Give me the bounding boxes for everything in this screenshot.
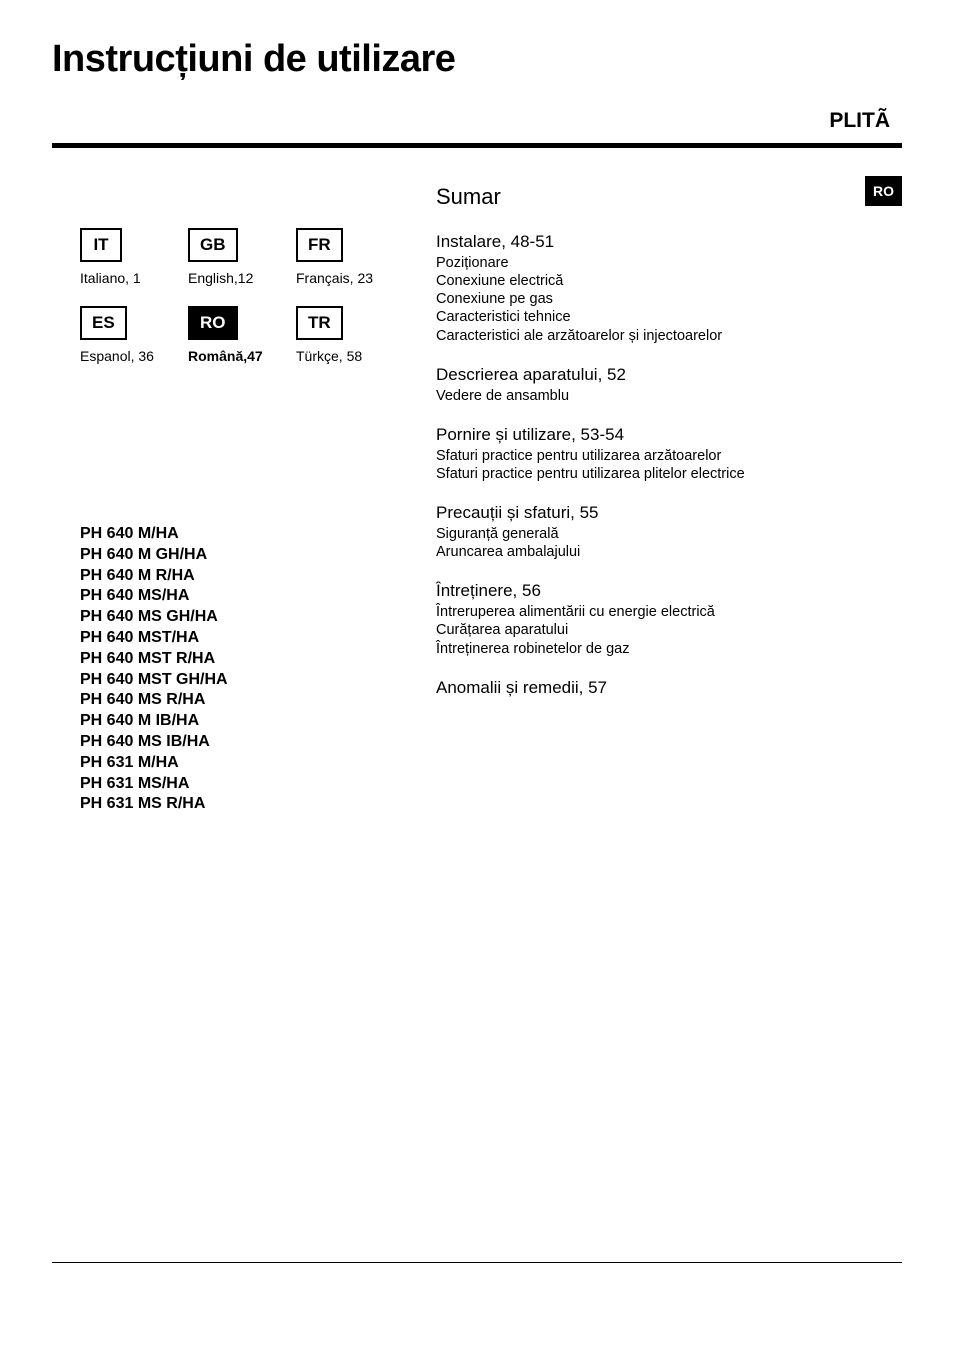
lang-code: IT xyxy=(80,228,122,262)
lang-label: Français, 23 xyxy=(296,270,373,286)
toc-heading: Pornire și utilizare, 53-54 xyxy=(436,425,902,445)
lang-label: Türkçe, 58 xyxy=(296,348,362,364)
model-item: PH 640 MS R/HA xyxy=(80,690,412,711)
toc-subitem: Aruncarea ambalajului xyxy=(436,543,902,561)
toc-subitem: Sfaturi practice pentru utilizarea arzăt… xyxy=(436,447,902,465)
sections-container: Instalare, 48-51 PoziționareConexiune ele… xyxy=(436,232,902,698)
header-divider xyxy=(52,143,902,148)
model-item: PH 631 M/HA xyxy=(80,753,412,774)
toc-section: Întreținere, 56 Întreruperea alimentării … xyxy=(436,581,902,657)
toc-heading: Anomalii și remedii, 57 xyxy=(436,678,902,698)
toc-subitem: Întreruperea alimentării cu energie elec… xyxy=(436,603,902,621)
toc-subitem: Întreținerea robinetelor de gaz xyxy=(436,640,902,658)
toc-subitem: Siguranță generală xyxy=(436,525,902,543)
model-list: PH 640 M/HAPH 640 M GH/HAPH 640 M R/HAPH… xyxy=(80,524,412,815)
toc-subitem: Caracteristici ale arzătoarelor și injec… xyxy=(436,327,902,345)
model-item: PH 640 MS GH/HA xyxy=(80,607,412,628)
toc-heading: Precauții și sfaturi, 55 xyxy=(436,503,902,523)
lang-code: FR xyxy=(296,228,343,262)
toc-heading: Întreținere, 56 xyxy=(436,581,902,601)
lang-code: GB xyxy=(188,228,238,262)
toc-section: Anomalii și remedii, 57 xyxy=(436,678,902,698)
toc-heading: Descrierea aparatului, 52 xyxy=(436,365,902,385)
toc-subitem: Sfaturi practice pentru utilizarea plite… xyxy=(436,465,902,483)
model-item: PH 640 M IB/HA xyxy=(80,711,412,732)
toc-subitem: Caracteristici tehnice xyxy=(436,308,902,326)
toc-subitem: Conexiune electrică xyxy=(436,272,902,290)
lang-code: ES xyxy=(80,306,127,340)
toc-section: Instalare, 48-51 PoziționareConexiune ele… xyxy=(436,232,902,345)
page-title: Instrucțiuni de utilizare xyxy=(52,38,902,81)
product-type: PLITÃ xyxy=(52,109,902,133)
model-item: PH 631 MS/HA xyxy=(80,774,412,795)
lang-item-tr[interactable]: TR Türkçe, 58 xyxy=(296,306,404,364)
model-item: PH 640 M GH/HA xyxy=(80,545,412,566)
toc-subitem: Curățarea aparatului xyxy=(436,621,902,639)
lang-item-es[interactable]: ES Espanol, 36 xyxy=(80,306,188,364)
right-column: Sumar Instalare, 48-51PoziționareConexiu… xyxy=(436,184,902,815)
lang-item-fr[interactable]: FR Français, 23 xyxy=(296,228,404,286)
model-item: PH 631 MS R/HA xyxy=(80,794,412,815)
model-item: PH 640 MST/HA xyxy=(80,628,412,649)
lang-item-gb[interactable]: GB English,12 xyxy=(188,228,296,286)
model-item: PH 640 MST R/HA xyxy=(80,649,412,670)
model-item: PH 640 MS IB/HA xyxy=(80,732,412,753)
lang-code: TR xyxy=(296,306,343,340)
toc-subitem: Vedere de ansamblu xyxy=(436,387,902,405)
toc-section: Descrierea aparatului, 52 Vedere de ansam… xyxy=(436,365,902,405)
lang-label: Espanol, 36 xyxy=(80,348,154,364)
toc-section: Pornire și utilizare, 53-54 Sfaturi pract… xyxy=(436,425,902,483)
model-item: PH 640 M/HA xyxy=(80,524,412,545)
language-tab: RO xyxy=(865,176,902,206)
toc-subitem: Conexiune pe gas xyxy=(436,290,902,308)
footer-divider xyxy=(52,1262,902,1263)
model-item: PH 640 M R/HA xyxy=(80,566,412,587)
toc-section: Precauții și sfaturi, 55 Siguranță genera… xyxy=(436,503,902,561)
content-area: IT Italiano, 1 GB English,12 FR Français, 23 E… xyxy=(52,184,902,815)
lang-item-it[interactable]: IT Italiano, 1 xyxy=(80,228,188,286)
toc-subitem: Poziționare xyxy=(436,254,902,272)
lang-label: Română,47 xyxy=(188,348,263,364)
lang-item-ro[interactable]: RO Română,47 xyxy=(188,306,296,364)
toc-heading: Instalare, 48-51 xyxy=(436,232,902,252)
lang-label: English,12 xyxy=(188,270,253,286)
model-item: PH 640 MST GH/HA xyxy=(80,670,412,691)
lang-label: Italiano, 1 xyxy=(80,270,141,286)
model-item: PH 640 MS/HA xyxy=(80,586,412,607)
summary-title: Sumar xyxy=(436,184,902,210)
language-grid: IT Italiano, 1 GB English,12 FR Français, 23 E… xyxy=(80,228,412,364)
lang-code: RO xyxy=(188,306,238,340)
left-column: IT Italiano, 1 GB English,12 FR Français, 23 E… xyxy=(52,184,412,815)
